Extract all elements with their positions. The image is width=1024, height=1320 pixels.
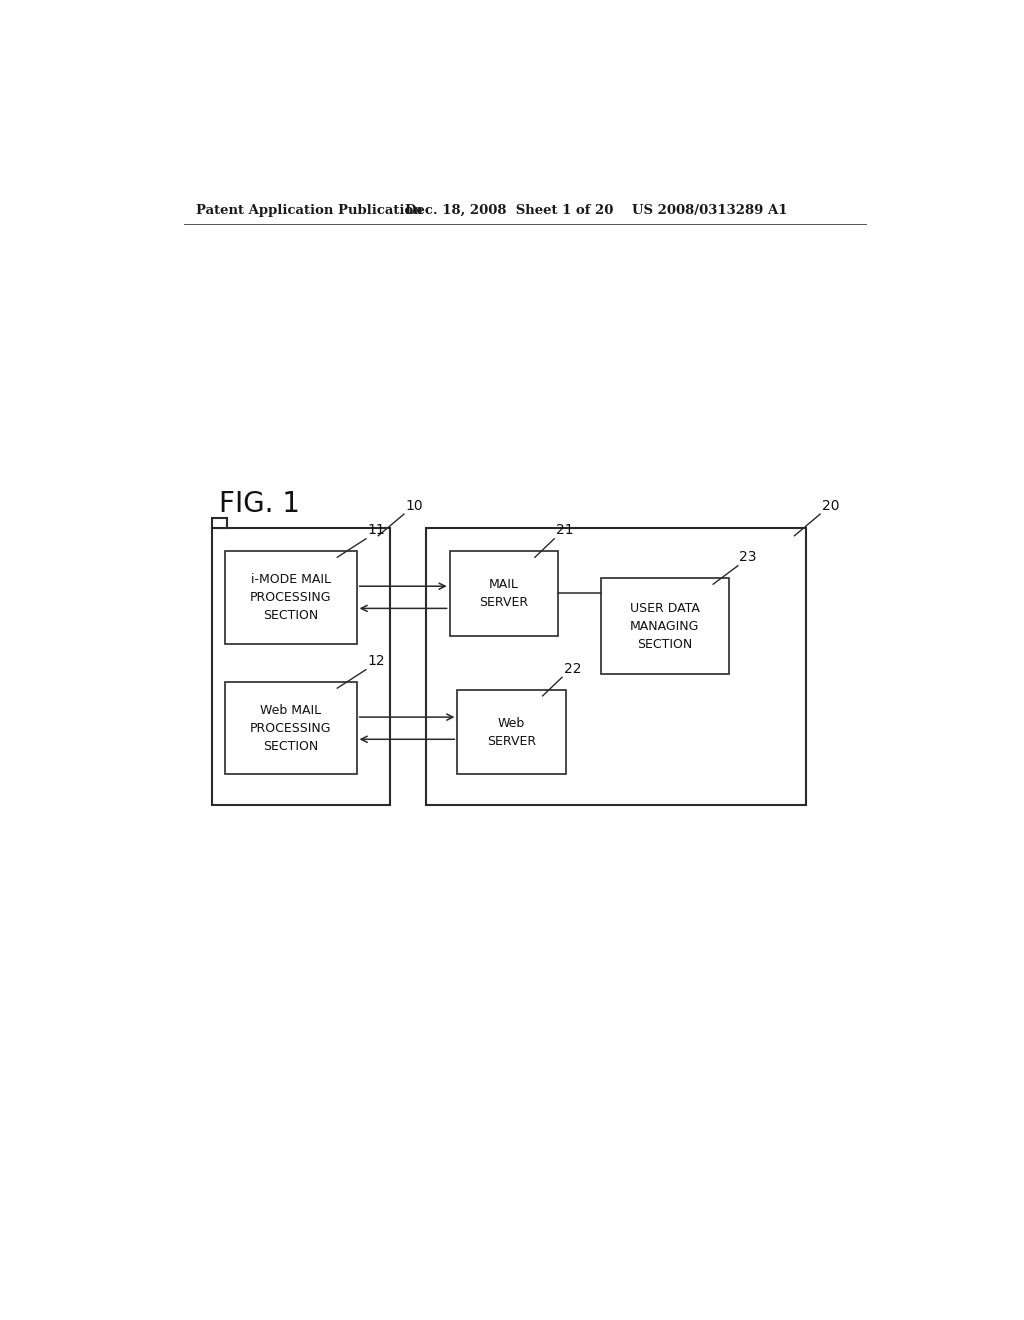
Text: 10: 10 [406,499,423,512]
Bar [225,552,356,644]
Text: Dec. 18, 2008  Sheet 1 of 20: Dec. 18, 2008 Sheet 1 of 20 [406,205,613,218]
Bar [212,517,227,528]
Bar [601,578,729,675]
Text: 11: 11 [368,523,385,537]
Text: 21: 21 [556,523,573,537]
Text: Web MAIL
PROCESSING
SECTION: Web MAIL PROCESSING SECTION [250,704,332,752]
Text: USER DATA
MANAGING
SECTION: USER DATA MANAGING SECTION [630,602,699,651]
Text: 12: 12 [368,655,385,668]
Bar [212,528,390,805]
Bar [458,689,566,775]
Text: MAIL
SERVER: MAIL SERVER [479,578,528,609]
Text: 23: 23 [739,550,757,564]
Text: US 2008/0313289 A1: US 2008/0313289 A1 [632,205,787,218]
Text: 22: 22 [563,661,581,676]
Bar [225,682,356,775]
Bar [426,528,806,805]
Text: Patent Application Publication: Patent Application Publication [197,205,423,218]
Text: i-MODE MAIL
PROCESSING
SECTION: i-MODE MAIL PROCESSING SECTION [250,573,332,622]
Bar [450,552,558,636]
Text: Web
SERVER: Web SERVER [487,717,537,747]
Text: FIG. 1: FIG. 1 [219,490,300,517]
Text: 20: 20 [821,499,839,512]
